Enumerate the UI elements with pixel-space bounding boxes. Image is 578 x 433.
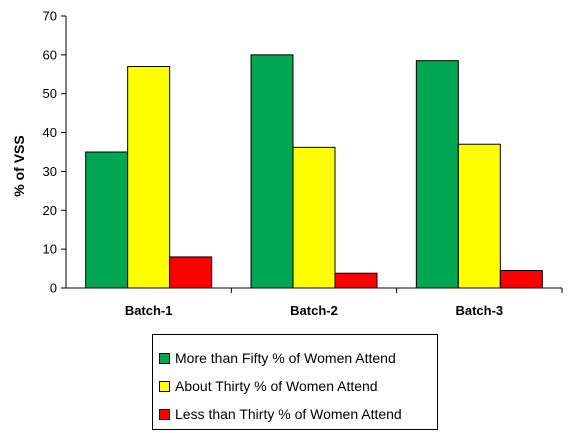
bar (292, 146, 336, 289)
legend-label: Less than Thirty % of Women Attend (175, 406, 402, 422)
bar (85, 151, 129, 289)
legend-swatch-yellow (159, 380, 170, 392)
legend-item: About Thirty % of Women Attend (153, 372, 437, 400)
legend-label: About Thirty % of Women Attend (175, 378, 378, 394)
y-tick-label: 70 (43, 9, 57, 24)
legend-swatch-red (159, 408, 170, 420)
bar (334, 272, 378, 289)
y-tick-label: 40 (43, 125, 57, 140)
legend-item: More than Fifty % of Women Attend (153, 344, 437, 372)
bar (499, 270, 543, 289)
bar (250, 54, 294, 289)
y-tick-label: 30 (43, 164, 57, 179)
y-tick-label: 0 (50, 281, 57, 296)
legend-label: More than Fifty % of Women Attend (175, 350, 396, 366)
legend: More than Fifty % of Women Attend About … (152, 334, 438, 430)
bar (169, 256, 213, 289)
y-axis-title-group: % of VSS (11, 135, 27, 196)
bar (127, 66, 171, 289)
x-tick-label: Batch-2 (290, 303, 338, 318)
legend-swatch-green (159, 352, 170, 364)
y-tick-label: 50 (43, 86, 57, 101)
y-tick-label: 10 (43, 242, 57, 257)
y-tick-label: 20 (43, 203, 57, 218)
x-tick-label: Batch-1 (125, 303, 173, 318)
x-tick-label: Batch-3 (455, 303, 503, 318)
bar (415, 60, 459, 289)
y-axis-label: % of VSS (11, 135, 27, 196)
bar (457, 143, 501, 289)
legend-item: Less than Thirty % of Women Attend (153, 400, 437, 428)
y-tick-label: 60 (43, 47, 57, 62)
bar-chart: % of VSS 0 10 20 30 40 50 60 70 Batch-1 Batch-2 Ba… (11, 9, 563, 318)
plot-area: 0 10 20 30 40 50 60 70 Batch-1 Batch-2 Batch-3 (43, 9, 563, 318)
